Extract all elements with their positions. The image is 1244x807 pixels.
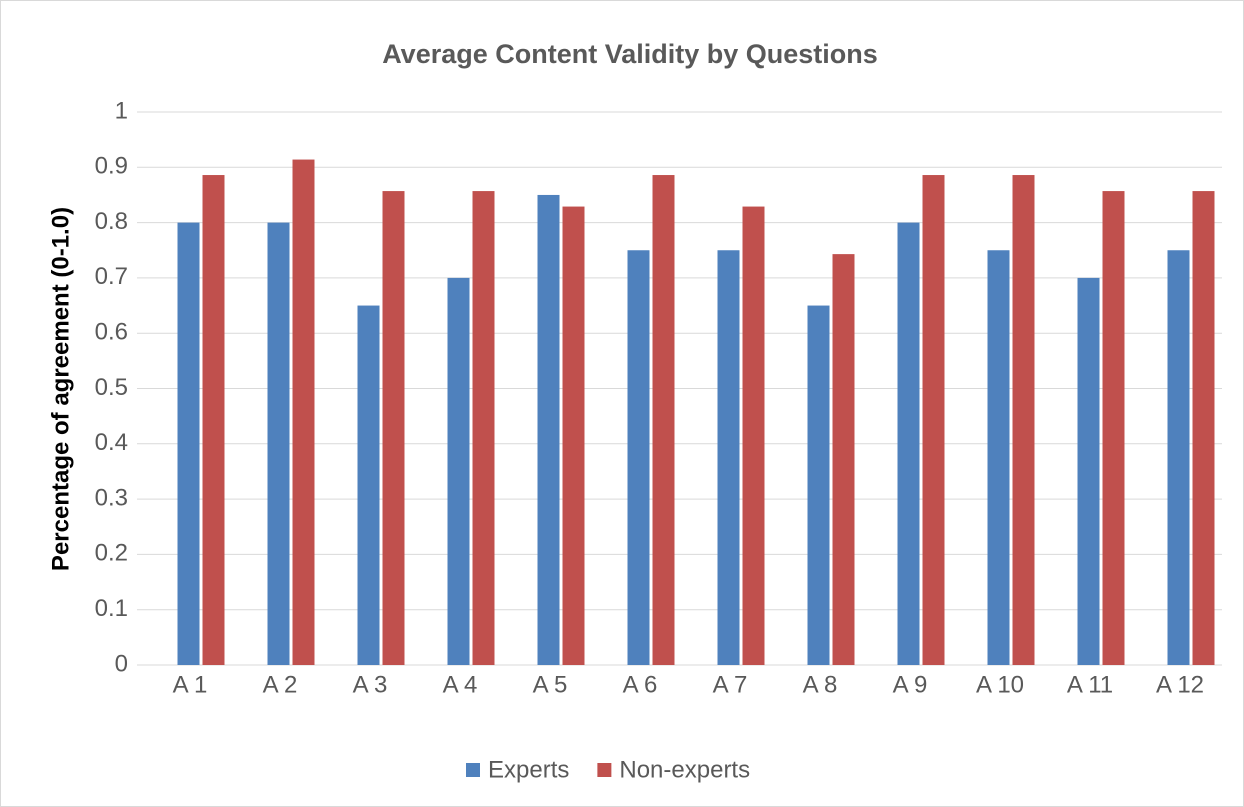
x-tick-label: A 6 (623, 671, 658, 698)
bar (717, 250, 740, 665)
bar (922, 175, 945, 666)
bar (1077, 277, 1100, 665)
bar (447, 277, 470, 665)
y-axis-label: Percentage of agreement (0-1.0) (47, 207, 74, 571)
bar (897, 222, 920, 665)
y-tick-label: 0.6 (95, 319, 128, 346)
bar (1167, 250, 1190, 665)
bar (537, 194, 560, 665)
legend-label: Non-experts (619, 756, 750, 783)
bar (472, 191, 495, 666)
bar (292, 159, 315, 666)
y-tick-label: 0.3 (95, 484, 128, 511)
bar (357, 305, 380, 665)
x-tick-label: A 1 (173, 671, 208, 698)
bar (807, 305, 830, 665)
bar (177, 222, 200, 665)
x-tick-label: A 11 (1067, 671, 1113, 698)
y-tick-label: 0.2 (95, 540, 128, 567)
bar (267, 222, 290, 665)
bar (562, 206, 585, 666)
x-tick-label: A 4 (443, 671, 478, 698)
x-tick-label: A 7 (713, 671, 748, 698)
y-tick-label: 0.9 (95, 153, 128, 180)
x-tick-label: A 12 (1156, 671, 1204, 698)
y-tick-label: 0.8 (95, 208, 128, 235)
bar (382, 191, 405, 666)
bar (1192, 191, 1215, 666)
bar (987, 250, 1010, 665)
y-tick-label: 0.4 (95, 429, 128, 456)
x-tick-label: A 9 (893, 671, 928, 698)
bar (1012, 175, 1035, 666)
y-tick-label: 0.1 (95, 595, 128, 622)
y-tick-label: 1 (115, 97, 128, 124)
legend-label: Experts (488, 756, 569, 783)
x-tick-label: A 10 (976, 671, 1024, 698)
chart-title: Average Content Validity by Questions (382, 39, 878, 69)
bar (832, 254, 855, 665)
bar (202, 175, 225, 666)
bar (1102, 191, 1125, 666)
y-tick-label: 0.7 (95, 263, 128, 290)
x-tick-label: A 2 (263, 671, 298, 698)
bar (627, 250, 650, 665)
y-tick-label: 0 (115, 650, 128, 677)
bar (652, 175, 675, 666)
x-tick-label: A 8 (803, 671, 838, 698)
legend-swatch (466, 763, 480, 777)
x-tick-label: A 5 (533, 671, 568, 698)
bar (742, 206, 765, 666)
legend-swatch (597, 763, 612, 777)
y-tick-label: 0.5 (95, 374, 128, 401)
x-tick-label: A 3 (353, 671, 388, 698)
